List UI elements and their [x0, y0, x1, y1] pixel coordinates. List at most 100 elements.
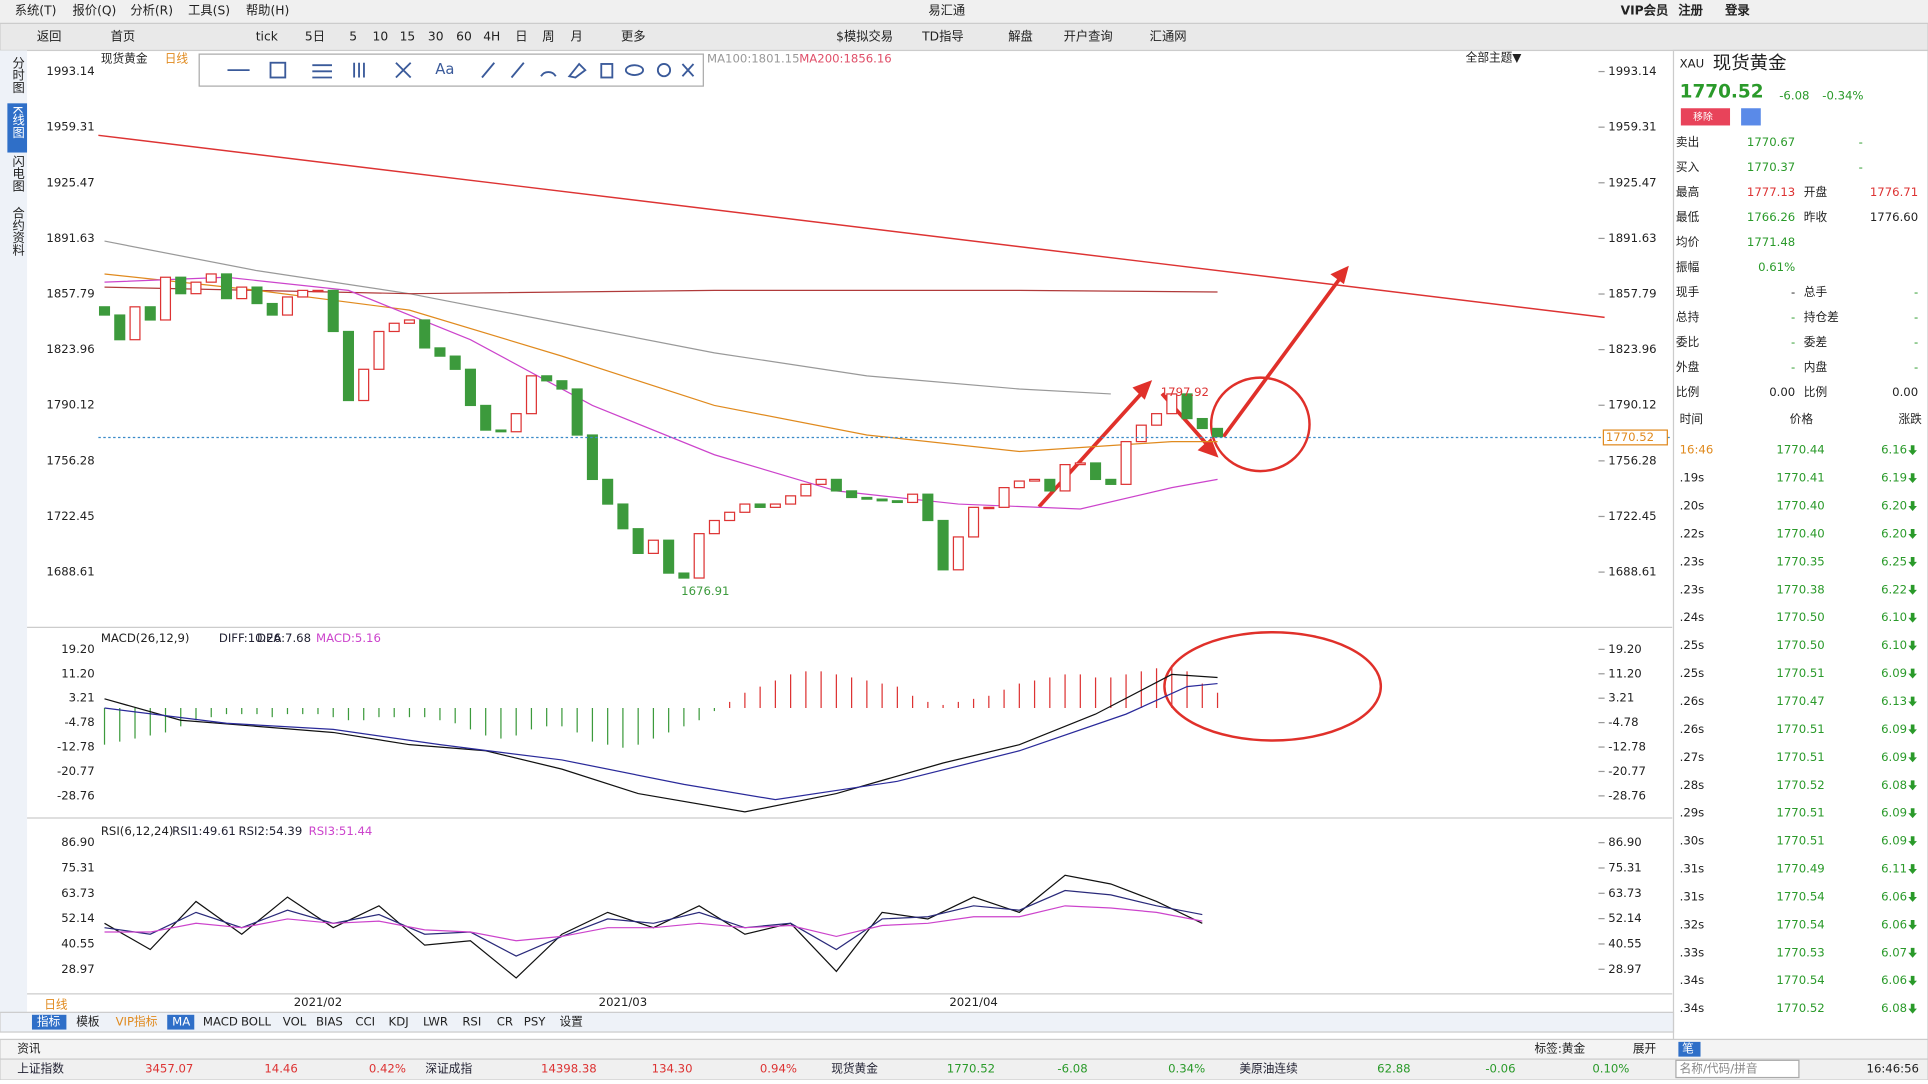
quote-label: 比例 — [1804, 385, 1827, 399]
quote-label: 委比 — [1676, 335, 1699, 349]
ticker-item: 14398.38 — [541, 1061, 597, 1075]
tab-active — [167, 1014, 195, 1030]
top-right-link[interactable]: 注册 — [1678, 3, 1703, 18]
top-right-link[interactable]: VIP会员 — [1621, 3, 1669, 18]
tick-time: .31s — [1680, 889, 1705, 903]
toolbar-button[interactable]: TD指导 — [921, 28, 964, 43]
toolbar-button[interactable]: 更多 — [621, 29, 646, 43]
tick-price: 1770.51 — [1776, 666, 1824, 680]
alert-button[interactable] — [1741, 108, 1761, 126]
tick-change: 6.10 — [1881, 610, 1907, 624]
button-label[interactable]: 移除 — [1693, 110, 1713, 123]
y-tick-label: 1688.61 — [1608, 565, 1656, 579]
y-tick-label: -28.76 — [57, 788, 95, 802]
indicator-tab[interactable]: BOLL — [241, 1015, 271, 1029]
candle — [159, 276, 172, 321]
menu-item[interactable]: 系统(T) — [15, 4, 57, 18]
indicator-tab[interactable]: BIAS — [316, 1015, 343, 1029]
indicator-tab[interactable]: KDJ — [389, 1015, 409, 1029]
candle — [1181, 393, 1193, 420]
menu-item[interactable]: 工具(S) — [188, 4, 230, 18]
y-tick-label: 1993.14 — [46, 64, 94, 78]
toolbar-button[interactable]: tick — [256, 29, 279, 43]
toolbar-button[interactable]: 60 — [456, 29, 472, 43]
indicator-tab[interactable]: CCI — [355, 1015, 375, 1029]
low-label: 1676.91 — [681, 584, 729, 598]
toolbar-button[interactable]: 10 — [373, 29, 389, 43]
indicator-value: RSI3:51.44 — [309, 824, 373, 838]
indicator-tab[interactable]: LWR — [423, 1015, 448, 1029]
toolbar-button[interactable]: 日 — [515, 29, 527, 43]
indicator-tab[interactable]: MA — [172, 1015, 190, 1029]
quote-value: - — [1791, 310, 1795, 324]
toolbar-button[interactable]: $模拟交易 — [836, 28, 893, 43]
toolbar-button[interactable]: 月 — [571, 29, 583, 43]
toolbar-button[interactable]: 5 — [349, 29, 357, 43]
indicator-tab[interactable]: MACD — [203, 1015, 238, 1029]
menu-item[interactable]: 帮助(H) — [246, 4, 289, 18]
toolbar-button[interactable]: 30 — [428, 29, 444, 43]
indicator-tab[interactable]: VOL — [283, 1015, 307, 1029]
high-label: 1797.92 — [1161, 385, 1209, 399]
toolbar-button[interactable]: 周 — [542, 29, 554, 43]
toolbar-button[interactable]: 首页 — [111, 29, 136, 43]
y-tick-label: -20.77 — [1608, 764, 1646, 778]
side-tab[interactable]: 合约资料 — [11, 205, 25, 255]
candle — [129, 306, 141, 341]
quote-label: 均价 — [1676, 235, 1700, 249]
toolbar-button[interactable]: 汇通网 — [1150, 29, 1187, 43]
toolbar-button[interactable]: 5日 — [305, 29, 325, 43]
tick-price: 1770.50 — [1776, 610, 1824, 624]
candle — [800, 483, 812, 497]
toolbar-button[interactable]: 解盘 — [1008, 28, 1033, 43]
period-tab[interactable]: 日线 — [44, 997, 68, 1011]
tick-change: 6.16 — [1881, 443, 1907, 457]
quote-value: - — [1914, 310, 1918, 324]
x-tick-label: 2021/03 — [599, 995, 647, 1009]
candle — [419, 319, 431, 349]
ticker-item: 62.88 — [1377, 1061, 1410, 1075]
expand-button[interactable]: 展开 — [1633, 1042, 1657, 1056]
indicator-tab[interactable]: VIP指标 — [116, 1015, 158, 1029]
candle — [205, 273, 217, 283]
indicator-value: DEA:7.68 — [257, 631, 311, 645]
remove-button[interactable] — [1680, 108, 1731, 126]
side-tab[interactable]: 闪电图 — [11, 155, 25, 192]
toolbar-button[interactable]: 开户查询 — [1064, 28, 1113, 43]
candle — [434, 347, 446, 357]
indicator-tab[interactable]: 模板 — [76, 1015, 100, 1029]
y-tick-label: -12.78 — [1608, 740, 1646, 754]
drawing-tools — [227, 61, 695, 79]
search-placeholder: 名称/代码/拼音 — [1680, 1061, 1758, 1075]
quote-value: 1766.26 — [1747, 210, 1795, 224]
tick-price: 1770.35 — [1776, 554, 1824, 568]
news-tab[interactable]: 资讯 — [17, 1042, 41, 1056]
top-right-link[interactable]: 登录 — [1724, 3, 1750, 18]
ma-line — [104, 240, 1111, 395]
quote-value: - — [1914, 360, 1918, 374]
indicator-tab[interactable]: 设置 — [559, 1015, 583, 1029]
menu-item[interactable]: 报价(Q) — [73, 3, 117, 18]
menu-item[interactable]: 分析(R) — [130, 4, 173, 18]
candle — [1212, 427, 1224, 438]
indicator-tab[interactable]: RSI — [462, 1015, 481, 1029]
quote-label: 买入 — [1676, 160, 1700, 174]
toolbar-button[interactable]: 15 — [400, 29, 416, 43]
indicator-tab[interactable]: PSY — [524, 1015, 546, 1029]
indicator-tab[interactable]: 指标 — [37, 1015, 61, 1029]
search-box[interactable] — [1675, 1059, 1800, 1079]
toolbar-button[interactable]: 4H — [483, 29, 500, 43]
quote-price: 1770.52 — [1680, 81, 1764, 102]
toolbar-button[interactable]: 返回 — [37, 29, 62, 43]
x-tick-label: 2021/02 — [294, 995, 342, 1009]
side-tab[interactable]: 分时图 — [11, 56, 25, 93]
y-tick-label: 1857.79 — [46, 287, 94, 301]
panel-tab[interactable]: 笔 — [1682, 1042, 1694, 1056]
theme-select[interactable]: 全部主题▼ — [1466, 50, 1522, 64]
font-tool[interactable]: Aa — [435, 61, 454, 78]
quote-value: - — [1914, 335, 1918, 349]
candle — [495, 429, 507, 433]
indicator-tab[interactable]: CR — [497, 1015, 513, 1029]
side-tab[interactable]: K线图 — [11, 106, 25, 139]
